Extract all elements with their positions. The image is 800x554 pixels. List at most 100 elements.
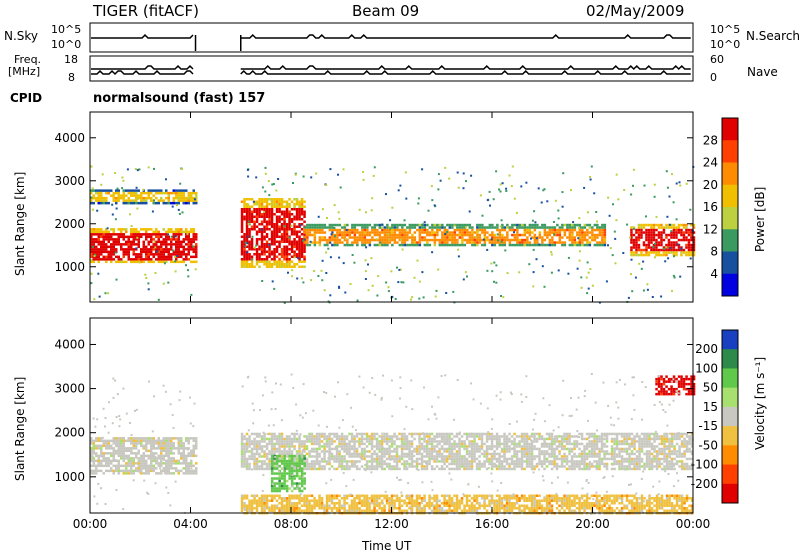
power-cell: [433, 241, 437, 244]
power-cell: [468, 231, 472, 234]
power-cell: [690, 253, 693, 257]
velocity-cell: [550, 450, 554, 453]
velocity-cell: [400, 440, 404, 443]
velocity-cell: [160, 454, 163, 458]
power-cell: [245, 210, 249, 213]
velocity-cell: [105, 452, 108, 455]
power-cell: [295, 210, 299, 213]
power-cell: [383, 228, 387, 232]
velocity-cell: [465, 460, 469, 463]
velocity-cell: [330, 455, 334, 458]
velocity-cell: [470, 450, 474, 453]
power-cell: [142, 260, 145, 264]
velocity-cell: [435, 465, 439, 468]
power-cell: [662, 231, 666, 234]
velocity-cell: [325, 445, 329, 448]
power-cell: [117, 235, 120, 239]
power-cell: [665, 170, 668, 173]
velocity-cell: [95, 447, 98, 450]
power-cell: [605, 280, 608, 283]
power-cell: [652, 245, 655, 248]
velocity-cell: [258, 432, 261, 436]
power-cell: [533, 228, 537, 232]
power-cell: [451, 231, 454, 234]
velocity-cell: [408, 442, 411, 446]
power-cell: [437, 268, 440, 271]
velocity-cell: [383, 467, 386, 471]
power-cell: [448, 226, 452, 229]
velocity-cell: [390, 455, 394, 458]
power-cell: [248, 210, 251, 213]
velocity-cell: [248, 465, 251, 468]
velocity-cell: [563, 435, 566, 438]
velocity-cell: [102, 439, 105, 443]
power-cell: [383, 238, 387, 242]
power-cell: [406, 243, 409, 247]
velocity-cell: [110, 459, 113, 463]
velocity-cell: [438, 452, 441, 456]
power-cell: [333, 241, 337, 244]
power-cell: [150, 240, 153, 244]
power-cell: [285, 233, 289, 236]
velocity-cell: [255, 435, 259, 438]
velocity-cell: [175, 469, 178, 473]
power-cell: [521, 223, 524, 227]
velocity-cell: [345, 445, 349, 448]
power-cell: [102, 233, 105, 236]
power-cell: [416, 223, 419, 227]
velocity-cell: [328, 460, 331, 463]
power-cell: [680, 223, 683, 227]
velocity-cell: [182, 467, 185, 470]
power-cell: [273, 238, 276, 241]
velocity-cell: [100, 437, 103, 440]
velocity-cell: [415, 457, 419, 461]
velocity-cell: [152, 464, 155, 468]
velocity-cell: [293, 467, 296, 471]
power-cell: [160, 191, 163, 195]
power-cell: [677, 228, 681, 232]
power-cell: [250, 263, 254, 266]
velocity-cell: [353, 460, 356, 463]
velocity-cell: [255, 457, 259, 461]
velocity-cell: [308, 465, 311, 468]
velocity-cell: [588, 432, 591, 436]
power-cell: [277, 178, 280, 180]
power-cell: [427, 209, 430, 212]
velocity-cell: [275, 442, 279, 446]
power-cell: [566, 236, 569, 239]
power-cell: [670, 231, 673, 234]
power-cell: [361, 233, 364, 237]
power-cell: [145, 230, 148, 234]
velocity-cell: [418, 440, 421, 443]
velocity-cell: [413, 460, 416, 463]
velocity-cell: [440, 452, 444, 456]
power-cell: [180, 245, 183, 249]
power-cell: [376, 223, 379, 227]
velocity-cell: [125, 467, 128, 470]
velocity-cell: [135, 462, 138, 465]
velocity-cell: [370, 445, 374, 448]
power-cell: [391, 226, 394, 229]
power-cell: [167, 191, 170, 195]
velocity-cell: [130, 437, 133, 440]
power-cell: [665, 253, 668, 257]
power-cell: [260, 203, 264, 206]
velocity-cell: [525, 447, 529, 451]
velocity-cell: [195, 467, 198, 470]
power-cell: [130, 228, 133, 231]
velocity-cell: [455, 462, 459, 466]
velocity-cell: [535, 447, 539, 451]
velocity-cell: [495, 457, 499, 461]
power-cell: [581, 236, 584, 239]
velocity-cell: [518, 442, 521, 446]
power-cell: [240, 248, 244, 251]
velocity-cell: [570, 450, 574, 453]
power-cell: [308, 223, 312, 227]
power-cell: [403, 228, 407, 232]
velocity-cell: [465, 457, 469, 461]
power-cell: [499, 183, 502, 186]
power-cell: [356, 243, 359, 247]
velocity-cell: [253, 440, 256, 443]
power-cell: [477, 229, 480, 232]
power-cell: [630, 258, 633, 261]
